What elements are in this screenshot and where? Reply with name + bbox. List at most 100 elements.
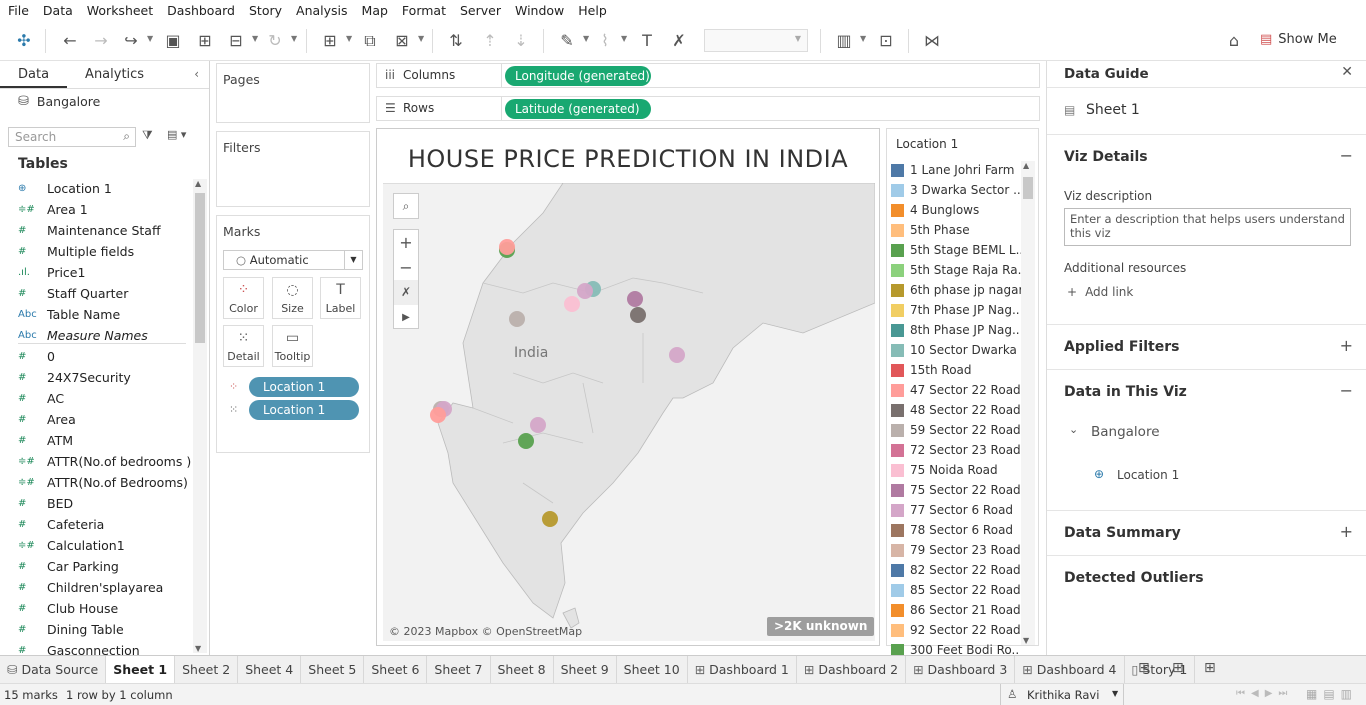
new-datasource-icon[interactable]: ⊞ — [198, 31, 212, 50]
map-mark[interactable] — [518, 433, 534, 449]
tab-sheet-1[interactable]: Sheet 1 — [106, 655, 176, 684]
tab-data[interactable]: Data — [0, 61, 68, 88]
detail-pill[interactable]: Location 1 — [249, 400, 359, 420]
detail-button[interactable]: ⁙ Detail — [223, 325, 264, 367]
size-button[interactable]: ◌ Size — [272, 277, 313, 319]
field-item[interactable]: #24X7Security — [18, 367, 131, 388]
zoom-in-icon[interactable]: + — [399, 233, 413, 252]
highlight-icon[interactable]: ✎ — [560, 31, 574, 50]
field-item[interactable]: ≑# Calculation1 — [18, 535, 125, 556]
menu-format[interactable]: Format — [401, 3, 446, 18]
menu-window[interactable]: Window — [514, 3, 565, 18]
latitude-pill[interactable]: Latitude (generated) — [505, 99, 651, 119]
field-item[interactable]: # Children'splayarea — [18, 577, 163, 598]
legend-item[interactable]: 75 Noida Road — [891, 460, 998, 480]
legend-item[interactable]: 77 Sector 6 Road — [891, 500, 1013, 520]
field-item[interactable]: # Staff Quarter — [18, 283, 128, 304]
tab-sheet-4[interactable]: Sheet 4 — [238, 655, 302, 684]
tab-sheet-6[interactable]: Sheet 6 — [364, 655, 428, 684]
map-mark[interactable] — [530, 417, 546, 433]
legend-item[interactable]: 85 Sector 22 Road — [891, 580, 1021, 600]
color-pill[interactable]: Location 1 — [249, 377, 359, 397]
field-item[interactable]: Abc Measure Names — [18, 325, 148, 346]
zoom-out-icon[interactable]: − — [399, 258, 413, 277]
menu-data[interactable]: Data — [42, 3, 73, 18]
legend-item[interactable]: 6th phase jp nagar — [891, 280, 1023, 300]
legend-item[interactable]: 10 Sector Dwarka — [891, 340, 1017, 360]
collapse-icon[interactable]: ‹ — [194, 67, 199, 81]
field-item[interactable]: .ıl. Price1 — [18, 262, 85, 283]
tab-sheet-8[interactable]: Sheet 8 — [491, 655, 554, 684]
card-toggle-icon[interactable]: ▥ — [836, 31, 852, 50]
expand-toolbar-icon[interactable]: ▶ — [402, 312, 410, 323]
data-in-viz-heading[interactable]: Data in This Viz — [1064, 384, 1187, 400]
field-item[interactable]: Abc Table Name — [18, 304, 120, 325]
legend-scrollbar[interactable]: ▲ ▼ — [1021, 161, 1035, 645]
longitude-pill[interactable]: Longitude (generated) — [505, 66, 651, 86]
new-story-tab-icon[interactable]: ⊞ — [1204, 660, 1216, 676]
map-mark[interactable] — [499, 239, 515, 255]
field-item[interactable]: # ATM — [18, 430, 73, 451]
legend-item[interactable]: 82 Sector 22 Road — [891, 560, 1021, 580]
duplicate-sheet-icon[interactable]: ⧉ — [364, 31, 376, 50]
datasource-item[interactable]: ⛁ Bangalore — [18, 94, 101, 109]
tab-dashboard-2[interactable]: ⊞ Dashboard 2 — [797, 655, 907, 684]
tab-sheet-5[interactable]: Sheet 5 — [301, 655, 365, 684]
tab-analytics[interactable]: Analytics — [85, 67, 145, 82]
viz-description-field[interactable]: Enter a description that helps users und… — [1064, 208, 1351, 246]
menu-dashboard[interactable]: Dashboard — [167, 3, 235, 18]
legend-item[interactable]: 59 Sector 22 Road — [891, 420, 1021, 440]
legend-item[interactable]: 5th Phase — [891, 220, 970, 240]
legend-item[interactable]: 92 Sector 22 Road — [891, 620, 1021, 640]
filter-icon[interactable]: ⧩ — [142, 128, 153, 142]
menu-server[interactable]: Server — [459, 3, 501, 18]
field-item[interactable]: ≑# ATTR(No.of Bedrooms) — [18, 472, 188, 493]
collapse-minus-icon[interactable]: − — [1339, 381, 1353, 400]
user-menu[interactable]: ♙ Krithika Ravi ▼ — [1000, 684, 1124, 705]
view-options-icon[interactable]: ▤ ▾ — [167, 128, 187, 141]
legend-item[interactable]: 15th Road — [891, 360, 972, 380]
filters-card[interactable]: Filters — [216, 131, 370, 207]
field-item[interactable]: ≑# Area 1 — [18, 199, 88, 220]
legend-item[interactable]: 5th Stage BEML L.. — [891, 240, 1023, 260]
legend-item[interactable]: 4 Bunglows — [891, 200, 979, 220]
field-item[interactable]: # Multiple fields — [18, 241, 134, 262]
tooltip-button[interactable]: ▭ Tooltip — [272, 325, 313, 367]
legend-item[interactable]: 8th Phase JP Nag.. — [891, 320, 1020, 340]
menu-worksheet[interactable]: Worksheet — [86, 3, 154, 18]
legend-item[interactable]: 75 Sector 22 Road — [891, 480, 1021, 500]
legend-item[interactable]: 7th Phase JP Nag.. — [891, 300, 1020, 320]
fields-scrollbar[interactable]: ▲ ▼ — [193, 179, 207, 653]
share-icon[interactable]: ⋈ — [924, 31, 940, 50]
presentation-mode-icon[interactable]: ⊡ — [879, 31, 893, 50]
tab-sheet-7[interactable]: Sheet 7 — [427, 655, 491, 684]
show-me-button[interactable]: ▤ Show Me — [1260, 32, 1337, 47]
swap-icon[interactable]: ⇅ — [449, 31, 463, 50]
legend-item[interactable]: 5th Stage Raja Ra.. — [891, 260, 1025, 280]
legend-item[interactable]: 1 Lane Johri Farm — [891, 160, 1014, 180]
guide-field[interactable]: Location 1 — [1117, 468, 1180, 482]
map-mark[interactable] — [542, 511, 558, 527]
field-item[interactable]: # AC — [18, 388, 64, 409]
field-item[interactable]: # Gasconnection — [18, 640, 140, 661]
redo-icon[interactable]: → — [94, 31, 108, 50]
legend-item[interactable]: 78 Sector 6 Road — [891, 520, 1013, 540]
map[interactable]: India ⌕ + − ✗ ▶ © 2023 Mapbox © OpenStre… — [383, 183, 875, 641]
map-mark[interactable] — [430, 407, 446, 423]
legend-item[interactable]: 47 Sector 22 Road — [891, 380, 1021, 400]
datasource-options-icon[interactable]: ⊟ — [229, 31, 243, 50]
menu-file[interactable]: File — [8, 3, 29, 18]
fit-select[interactable]: ▼ — [704, 29, 808, 52]
tab-dashboard-1[interactable]: ⊞ Dashboard 1 — [688, 655, 797, 684]
field-item[interactable]: # Dining Table — [18, 619, 124, 640]
columns-shelf[interactable]: iii Columns Longitude (generated) — [376, 63, 1040, 88]
field-item[interactable]: # Area — [18, 409, 76, 430]
menu-story[interactable]: Story — [248, 3, 283, 18]
map-mark[interactable] — [509, 311, 525, 327]
menu-analysis[interactable]: Analysis — [296, 3, 348, 18]
tab-sheet-2[interactable]: Sheet 2 — [175, 655, 239, 684]
sheet-view-toggles[interactable]: ▦▤▥ — [1306, 687, 1359, 701]
sheet-navigation[interactable]: ⏮◀▶⏭ — [1236, 688, 1294, 699]
close-icon[interactable]: ✕ — [1341, 64, 1353, 80]
add-link-button[interactable]: + Add link — [1067, 285, 1134, 299]
